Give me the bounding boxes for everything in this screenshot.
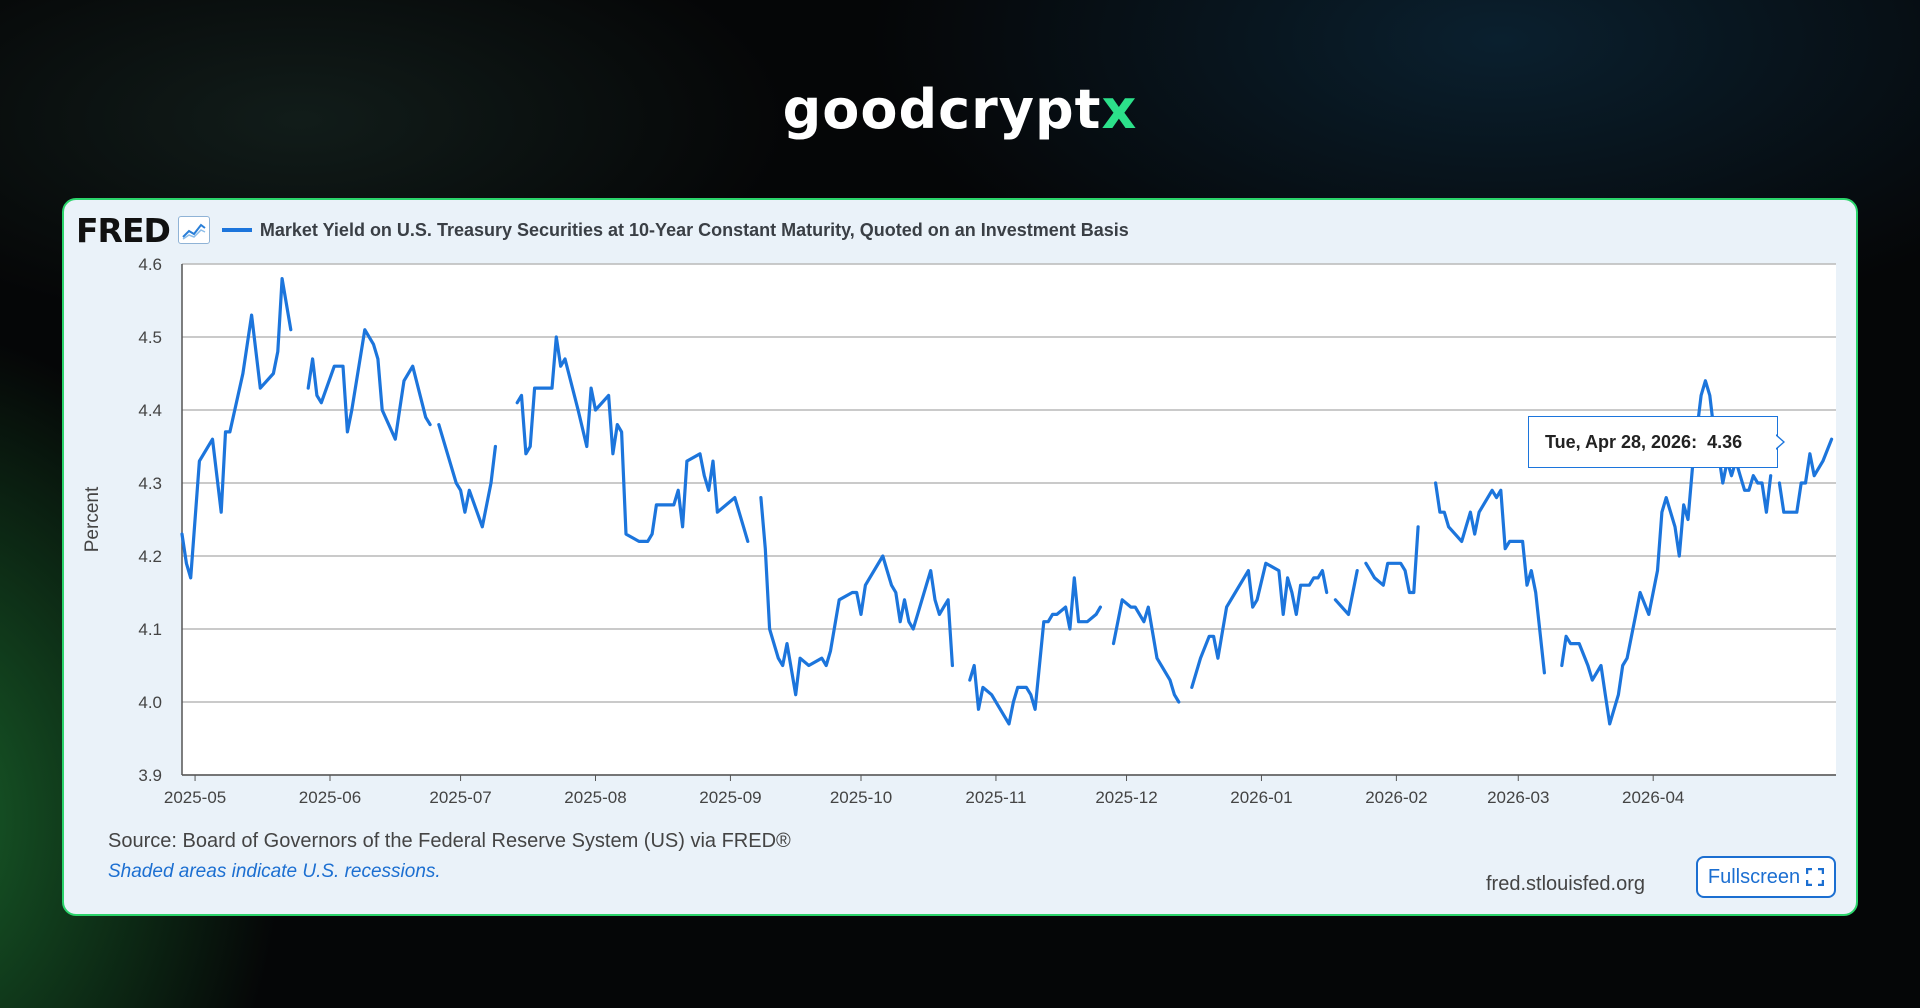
y-tick-label: 4.4 (138, 401, 162, 420)
x-tick-label: 2026-03 (1487, 788, 1549, 807)
series-line-segment (1190, 561, 1329, 689)
brand-wordmark: goodcryptx (0, 78, 1920, 141)
series-line-segment (759, 496, 955, 697)
x-tick-label: 2025-06 (299, 788, 361, 807)
x-tick-label: 2025-12 (1095, 788, 1157, 807)
x-tick-label: 2026-02 (1365, 788, 1427, 807)
series-line-segment (1560, 379, 1773, 726)
x-tick-label: 2026-04 (1622, 788, 1684, 807)
x-tick-label: 2025-08 (564, 788, 626, 807)
series-line-segment (1333, 569, 1359, 616)
fred-chart-card: 3.9 4.0 4.1 4.2 4.3 4.4 4.5 4.6 2025-05 2025-06 20… (62, 198, 1858, 916)
line-chart-icon[interactable] (177, 216, 210, 244)
series-line-segment (437, 423, 497, 529)
brand-name-accent: x (1101, 78, 1138, 141)
series-line-segment (1433, 481, 1547, 675)
fred-logo[interactable]: FRED (76, 210, 171, 250)
series-line-segment (180, 276, 293, 580)
y-tick-label: 4.2 (138, 547, 162, 566)
series-line-segment (1111, 598, 1181, 704)
series-line-segment (515, 335, 750, 543)
series-line-segment (1364, 525, 1420, 595)
source-note: Source: Board of Governors of the Federa… (108, 830, 791, 852)
y-tick-label: 4.0 (138, 693, 162, 712)
x-tick-label: 2025-11 (965, 788, 1026, 807)
x-tick-label: 2025-10 (830, 788, 892, 807)
recession-note[interactable]: Shaded areas indicate U.S. recessions. (108, 861, 441, 882)
series-line-segment (1777, 437, 1834, 514)
x-tick-label: 2026-01 (1230, 788, 1292, 807)
brand-name-main: goodcrypt (782, 78, 1102, 141)
y-tick-label: 4.6 (138, 255, 162, 274)
plot-area (182, 264, 1836, 775)
fullscreen-label: Fullscreen (1707, 865, 1801, 888)
y-tick-label: 4.1 (138, 620, 162, 639)
legend-series-title[interactable]: Market Yield on U.S. Treasury Securities… (259, 219, 1129, 240)
x-tick-label: 2025-09 (699, 788, 761, 807)
site-link[interactable]: fred.stlouisfed.org (1486, 873, 1645, 895)
expand-icon (1806, 868, 1825, 886)
x-tick-label: 2025-07 (429, 788, 491, 807)
series-line-segment (968, 576, 1103, 726)
y-tick-label: 4.3 (138, 474, 162, 493)
tooltip-pointer-inner (1775, 435, 1783, 449)
legend-swatch (221, 228, 252, 232)
tooltip-value: 4.36 (1707, 431, 1743, 452)
y-tick-label: 4.5 (138, 328, 162, 347)
chart-tooltip: Tue, Apr 28, 2026: 4.36 (1528, 416, 1778, 468)
tooltip-date: Tue, Apr 28, 2026: (1545, 431, 1698, 452)
fullscreen-button[interactable]: Fullscreen (1696, 856, 1836, 898)
x-tick-label: 2025-05 (164, 788, 226, 807)
chart-header: FRED Market Yield on U.S. Treasury Secur… (76, 210, 1129, 250)
line-chart: 3.9 4.0 4.1 4.2 4.3 4.4 4.5 4.6 2025-05 2025-06 20… (82, 255, 1836, 807)
y-axis-label: Percent (82, 486, 103, 552)
y-tick-label: 3.9 (138, 766, 162, 785)
series-line-segment (306, 328, 432, 441)
